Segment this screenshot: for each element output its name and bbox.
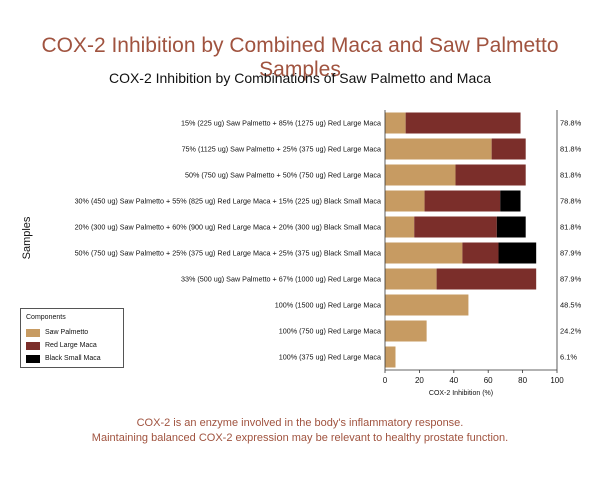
value-label-10: 6.1% [560, 353, 577, 362]
value-label-6: 87.9% [560, 249, 582, 258]
footer-line-1: COX-2 is an enzyme involved in the body'… [136, 417, 464, 429]
category-label-10: 100% (375 ug) Red Large Maca [279, 353, 381, 362]
bar-segment-6-3 [498, 242, 537, 264]
legend-label-black-small-maca: Black Small Maca [45, 355, 101, 362]
x-tick-label-60: 60 [484, 376, 493, 385]
category-label-8: 100% (1500 ug) Red Large Maca [275, 301, 381, 310]
bar-segment-6-1 [385, 242, 463, 264]
bar-segment-8-1 [385, 294, 469, 316]
bar-segment-5-2 [414, 216, 497, 238]
bar-segment-3-1 [385, 164, 456, 186]
bar-segment-2-2 [491, 138, 526, 160]
category-label-1: 15% (225 ug) Saw Palmetto + 85% (1275 ug… [181, 119, 381, 128]
category-label-2: 75% (1125 ug) Saw Palmetto + 25% (375 ug… [182, 145, 381, 154]
legend-label-red-large-maca: Red Large Maca [45, 342, 97, 349]
footer-line-2: Maintaining balanced COX-2 expression ma… [91, 432, 509, 444]
footer-note: COX-2 is an enzyme involved in the body'… [0, 416, 600, 446]
legend-item-black-small-maca: Black Small Maca [26, 354, 101, 363]
chart-legend: Components Saw Palmetto Red Large Maca B… [20, 308, 124, 368]
category-label-4: 30% (450 ug) Saw Palmetto + 55% (825 ug)… [75, 197, 381, 206]
value-label-4: 78.8% [560, 197, 582, 206]
x-tick-label-80: 80 [518, 376, 527, 385]
value-label-8: 48.5% [560, 301, 582, 310]
value-label-5: 81.8% [560, 223, 582, 232]
x-tick-label-20: 20 [415, 376, 424, 385]
x-tick-label-40: 40 [449, 376, 458, 385]
category-label-9: 100% (750 ug) Red Large Maca [279, 327, 381, 336]
y-axis-label: Samples [21, 216, 33, 259]
bar-segment-2-1 [385, 138, 492, 160]
bar-segment-3-2 [455, 164, 526, 186]
legend-swatch-black-small-maca [26, 354, 40, 363]
legend-item-red-large-maca: Red Large Maca [26, 341, 97, 350]
value-label-9: 24.2% [560, 327, 582, 336]
bar-segment-10-1 [385, 346, 396, 368]
category-label-3: 50% (750 ug) Saw Palmetto + 50% (750 ug)… [185, 171, 381, 180]
bar-segment-4-3 [500, 190, 521, 212]
value-label-1: 78.8% [560, 119, 582, 128]
main-title: COX-2 Inhibition by Combined Maca and Sa… [41, 34, 559, 81]
value-label-7: 87.9% [560, 275, 582, 284]
bar-segment-4-1 [385, 190, 425, 212]
x-axis-label: COX-2 Inhibition (%) [429, 390, 493, 397]
bar-segment-1-1 [385, 112, 406, 134]
legend-item-saw-palmetto: Saw Palmetto [26, 328, 88, 337]
legend-title: Components [26, 314, 66, 321]
legend-swatch-red-large-maca [26, 341, 40, 350]
bar-segment-9-1 [385, 320, 427, 342]
legend-label-saw-palmetto: Saw Palmetto [45, 329, 89, 336]
category-label-5: 20% (300 ug) Saw Palmetto + 60% (900 ug)… [75, 223, 381, 232]
x-tick-label-0: 0 [383, 376, 388, 385]
value-label-3: 81.8% [560, 171, 582, 180]
chart-title: COX-2 Inhibition by Combinations of Saw … [108, 70, 492, 86]
x-tick-label-100: 100 [550, 376, 564, 385]
bar-segment-7-1 [385, 268, 437, 290]
bar-segment-5-1 [385, 216, 415, 238]
bar-segment-7-2 [436, 268, 537, 290]
value-label-2: 81.8% [560, 145, 582, 154]
category-label-6: 50% (750 ug) Saw Palmetto + 25% (375 ug)… [75, 249, 381, 258]
bar-segment-1-2 [405, 112, 521, 134]
bar-segment-5-3 [496, 216, 526, 238]
category-label-7: 33% (500 ug) Saw Palmetto + 67% (1000 ug… [181, 275, 381, 284]
bar-segment-6-2 [462, 242, 499, 264]
legend-swatch-saw-palmetto [26, 328, 40, 337]
bar-segment-4-2 [424, 190, 501, 212]
